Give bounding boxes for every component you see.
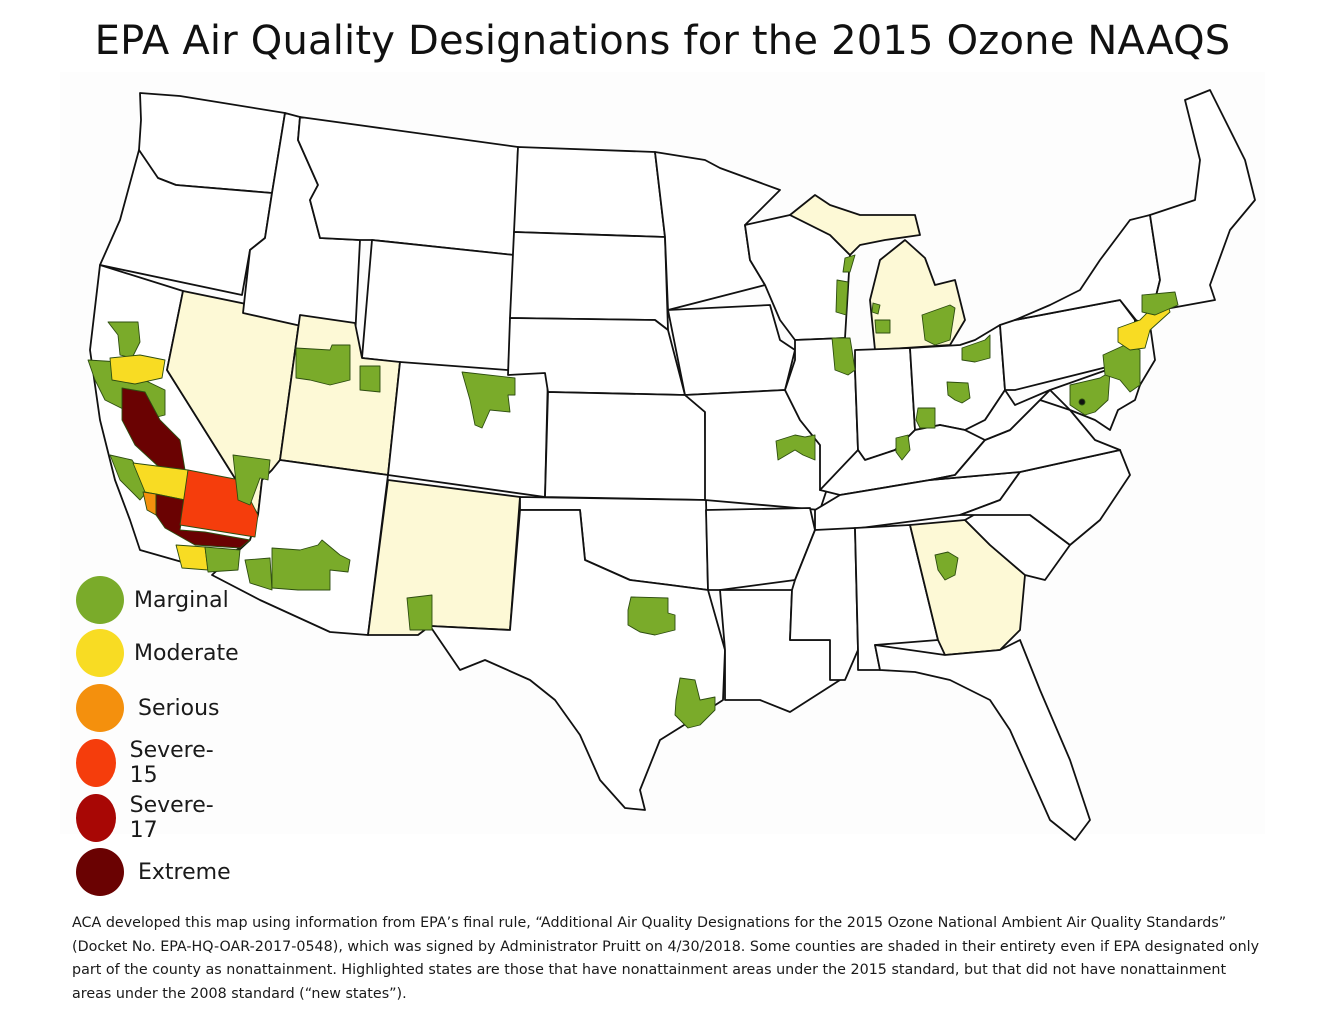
legend-label: Severe-15 — [129, 738, 214, 788]
legend-item-severe-17: Severe-17 — [76, 793, 222, 843]
state-new-mexico[interactable] — [367, 479, 521, 636]
legend-label: Severe-17 — [129, 793, 214, 843]
area-st-louis-marginal[interactable] — [775, 434, 816, 461]
state-montana — [297, 116, 519, 256]
legend-item-extreme: Extreme — [76, 848, 231, 896]
area-yuma-marginal[interactable] — [244, 557, 273, 591]
state-wyoming — [361, 239, 515, 376]
area-sacramento-moderate[interactable] — [109, 354, 166, 385]
state-north-dakota — [513, 146, 666, 238]
area-chicago-marginal[interactable] — [831, 337, 856, 376]
state-new-england — [1149, 89, 1256, 321]
marginal-swatch-icon — [76, 576, 124, 624]
moderate-swatch-icon — [76, 629, 124, 677]
area-west-michigan-marginal[interactable] — [874, 319, 891, 334]
area-houston-marginal[interactable] — [674, 677, 716, 729]
area-san-diego-moderate[interactable] — [175, 544, 209, 571]
area-denver-marginal[interactable] — [461, 371, 516, 429]
legend-item-moderate: Moderate — [76, 629, 239, 677]
area-muskegon-marginal[interactable] — [871, 302, 881, 315]
legend-label: Serious — [138, 695, 220, 721]
legend-item-serious: Serious — [76, 684, 220, 732]
state-kansas — [544, 391, 707, 501]
severe-15-swatch-icon — [76, 739, 116, 787]
severe-17-swatch-icon — [76, 794, 116, 842]
state-michigan-upper[interactable] — [789, 194, 921, 256]
legend-item-marginal: Marginal — [76, 576, 229, 624]
area-connecticut-marginal[interactable] — [1141, 291, 1179, 316]
area-imperial-marginal[interactable] — [204, 546, 241, 573]
dc-marker — [1078, 398, 1086, 406]
area-detroit-marginal[interactable] — [921, 304, 956, 346]
area-las-vegas-marginal[interactable] — [232, 454, 271, 506]
state-washington — [138, 92, 286, 194]
legend-label: Moderate — [134, 640, 239, 666]
area-uinta-marginal[interactable] — [359, 365, 381, 393]
state-texas — [429, 509, 726, 811]
area-door-county-marginal[interactable] — [842, 254, 856, 273]
area-columbus-marginal[interactable] — [946, 381, 971, 404]
area-phoenix-marginal[interactable] — [271, 539, 351, 591]
us-map — [87, 89, 1256, 841]
legend-label: Marginal — [134, 587, 229, 613]
area-dallas-fw-marginal[interactable] — [627, 596, 676, 636]
extreme-swatch-icon — [76, 848, 124, 896]
legend-item-severe-15: Severe-15 — [76, 738, 222, 788]
state-north-carolina — [959, 449, 1131, 546]
state-florida — [874, 639, 1091, 841]
area-new-york-moderate[interactable] — [1117, 304, 1171, 351]
state-south-dakota — [509, 231, 669, 331]
area-louisville-marginal[interactable] — [895, 434, 911, 461]
area-cleveland-marginal[interactable] — [961, 334, 991, 363]
state-west-virginia — [964, 389, 1051, 441]
area-utah-marginal[interactable] — [295, 344, 351, 386]
area-dona-ana-marginal[interactable] — [406, 594, 433, 631]
map-title: EPA Air Quality Designations for the 201… — [94, 18, 1231, 64]
state-virginia — [929, 399, 1121, 481]
footnote: ACA developed this map using information… — [72, 915, 1260, 1002]
area-atlanta-marginal[interactable] — [934, 551, 959, 581]
legend-label: Extreme — [138, 859, 231, 885]
serious-swatch-icon — [76, 684, 124, 732]
area-wisconsin-shore-marginal[interactable] — [835, 279, 849, 316]
state-iowa — [667, 304, 796, 396]
area-cincinnati-marginal[interactable] — [915, 407, 936, 429]
